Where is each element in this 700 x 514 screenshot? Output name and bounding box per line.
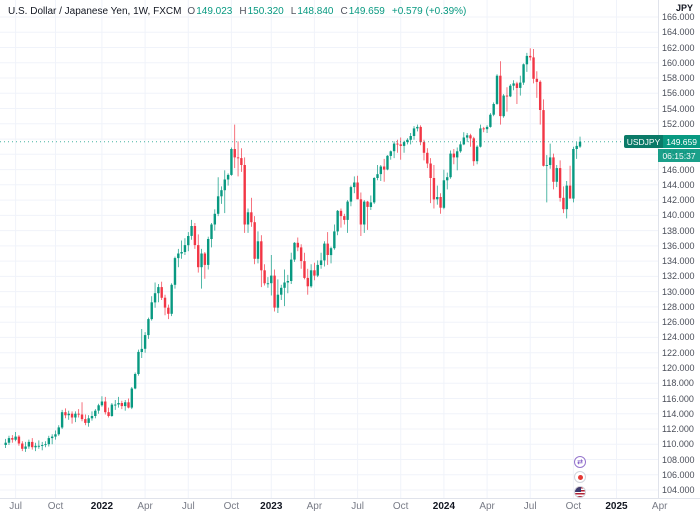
time-tick-label: Oct [223,501,240,512]
price-tick-label: 116.000 [662,393,694,404]
time-axis-border [0,498,700,499]
time-tick-label: Jul [181,501,195,512]
price-tick-label: 130.000 [662,286,695,297]
price-label-symbol: USDJPY [623,135,664,149]
time-tick-label: Oct [565,501,582,512]
time-tick-label: 2025 [605,501,628,512]
price-tick-label: 156.000 [662,88,695,99]
japan-flag-dot [577,474,583,480]
price-tick-label: 122.000 [662,347,695,358]
price-tick-label: 164.000 [662,27,695,38]
economic-event-japan-flag-icon[interactable] [574,471,586,483]
bar-countdown-label: 06:15:37 [658,149,700,163]
price-tick-label: 112.000 [662,424,694,434]
economic-event-swap-icon[interactable]: ⇄ [574,456,586,468]
price-tick-label: 128.000 [662,301,695,312]
swap-arrows-glyph: ⇄ [577,459,583,466]
time-tick-label: Apr [137,501,153,512]
last-price-label: USDJPY 149.659 [623,135,700,149]
price-tick-label: 106.000 [662,469,695,480]
price-axis[interactable]: JPY 104.000 106.000 108.000 110.000 112.000 1… [659,0,700,498]
price-tick-label: 108.000 [662,454,695,465]
ohlc-low: L148.840 [290,6,334,17]
price-axis-border [658,0,659,498]
price-tick-label: 160.000 [662,57,695,68]
us-flag-canton [575,487,581,492]
price-tick-label: 158.000 [662,73,695,83]
time-axis[interactable]: Jul Oct 2022 Apr Jul Oct 2023 Apr Jul Oct 2024 Apr J… [0,499,700,514]
time-tick-label: Jul [523,501,537,512]
price-tick-label: 114.000 [662,408,694,419]
price-tick-label: 126.000 [662,317,695,328]
time-tick-label: Apr [651,501,668,512]
price-tick-label: 142.000 [662,195,695,206]
price-label-value: 149.659 [663,135,700,149]
price-tick-label: 138.000 [662,225,695,236]
price-tick-label: 110.000 [662,439,694,450]
time-tick-label: Oct [392,501,409,512]
chart-legend: U.S. Dollar / Japanese Yen, 1W, FXCM O14… [8,6,466,17]
ohlc-high: H150.320 [239,6,284,17]
price-tick-label: 104.000 [662,485,695,495]
time-tick-label: 2022 [90,501,114,512]
price-tick-label: 166.000 [662,12,695,22]
price-tick-label: 134.000 [662,256,695,267]
price-tick-label: 140.000 [662,210,695,221]
price-tick-label: 124.000 [662,332,695,343]
price-tick-label: 162.000 [662,42,695,53]
time-tick-label: Apr [479,501,495,512]
ohlc-close: C149.659 [340,6,385,17]
time-tick-label: Jul [9,501,22,512]
price-tick-label: 146.000 [662,164,695,175]
price-tick-label: 144.000 [662,179,695,190]
ohlc-open: O149.023 [187,6,233,17]
price-tick-label: 132.000 [662,271,695,282]
price-axis-currency-label: JPY [675,3,693,13]
symbol-title[interactable]: U.S. Dollar / Japanese Yen, 1W, FXCM [8,6,182,17]
price-tick-label: 154.000 [662,103,695,114]
price-tick-label: 118.000 [662,378,694,389]
time-tick-label: 2023 [260,501,283,512]
time-tick-label: Jul [351,501,364,512]
price-tick-label: 136.000 [662,240,695,251]
price-tick-label: 120.000 [662,362,695,373]
price-change: +0.579 (+0.39%) [391,6,467,17]
price-tick-label: 152.000 [662,118,695,129]
time-tick-label: Oct [47,501,64,512]
economic-event-us-flag-icon[interactable] [574,486,586,498]
candlestick-chart[interactable] [0,0,658,498]
time-tick-label: Apr [306,501,323,512]
time-tick-label: 2024 [432,501,456,512]
